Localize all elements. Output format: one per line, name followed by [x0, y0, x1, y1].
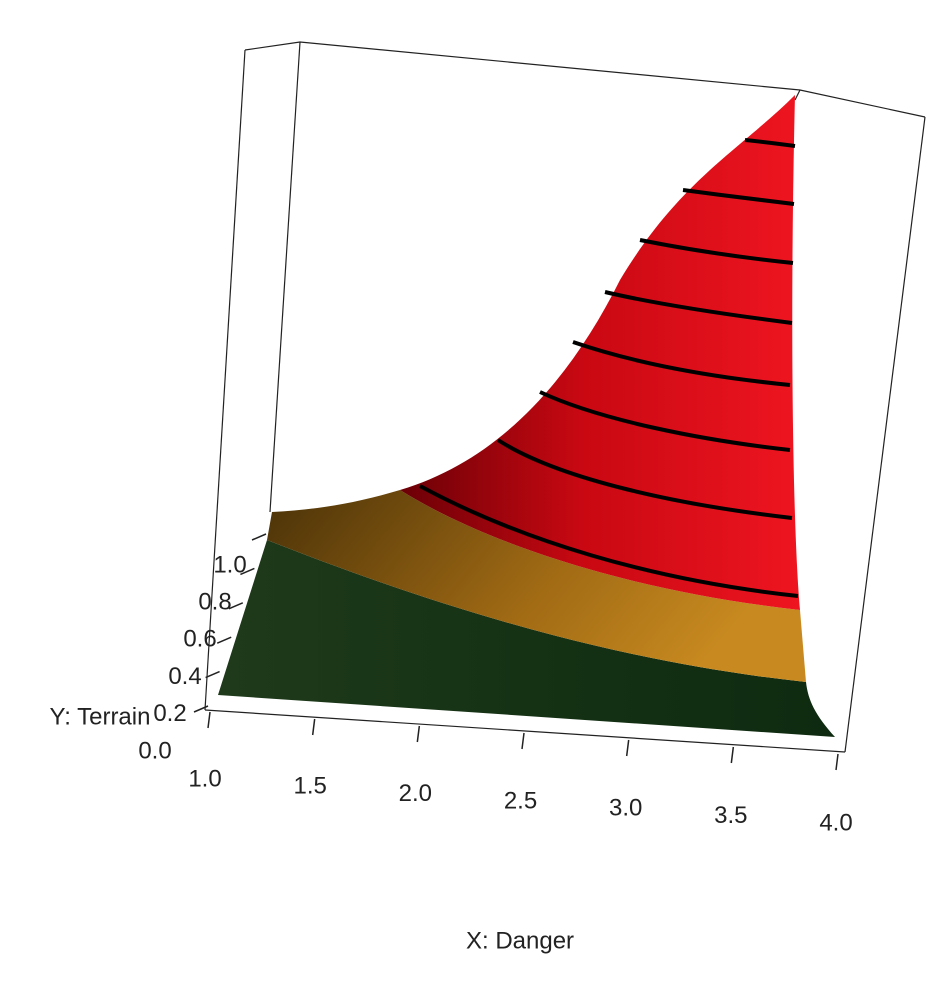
x-tick-label: 1.0: [188, 765, 221, 792]
x-axis-label: X: Danger: [466, 927, 574, 954]
x-tick: [207, 711, 211, 729]
y-tick: [205, 670, 220, 679]
y-tick-label: 1.0: [213, 551, 246, 578]
y-tick-label: 0.4: [168, 663, 201, 690]
bounding-box: [204, 41, 926, 753]
x-tick: [521, 732, 525, 750]
y-tick: [193, 705, 209, 713]
y-tick: [216, 636, 232, 644]
x-tick-label: 2.0: [399, 780, 432, 807]
y-tick: [240, 567, 255, 576]
x-tick-label: 4.0: [819, 809, 852, 836]
x-tick: [730, 746, 735, 764]
x-tick-label: 2.5: [504, 787, 537, 814]
x-tick: [416, 725, 421, 743]
x-tick-label: 1.5: [293, 773, 326, 800]
x-tick: [311, 718, 316, 736]
x-tick: [625, 739, 630, 757]
x-tick: [835, 753, 839, 771]
y-tick-label: 0.0: [138, 737, 171, 764]
y-axis-label: Y: Terrain: [50, 703, 151, 730]
x-tick-label: 3.0: [609, 795, 642, 822]
y-tick-label: 0.6: [183, 626, 216, 653]
x-tick-label: 3.5: [714, 802, 747, 829]
y-tick-label: 0.8: [198, 589, 231, 616]
y-tick-label: 0.2: [153, 700, 186, 727]
surface: [218, 95, 835, 737]
y-tick: [251, 533, 267, 541]
y-tick: [228, 602, 244, 610]
